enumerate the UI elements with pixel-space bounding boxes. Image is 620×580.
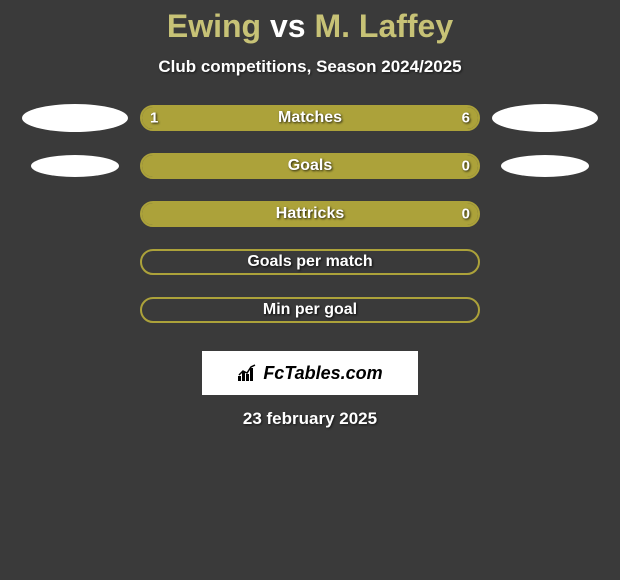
stats-card: Ewing vs M. Laffey Club competitions, Se…	[0, 0, 620, 429]
right-badge-slot	[480, 155, 610, 177]
logo: FcTables.com	[237, 363, 382, 384]
stat-row: Min per goal	[0, 297, 620, 323]
stat-row: Goals 0	[0, 153, 620, 179]
logo-text: FcTables.com	[263, 363, 382, 384]
stat-label: Goals	[288, 157, 332, 175]
stat-bar: Matches 1 6	[140, 105, 480, 131]
stat-label: Min per goal	[263, 301, 357, 319]
left-badge-slot	[10, 104, 140, 132]
subtitle: Club competitions, Season 2024/2025	[0, 57, 620, 77]
stat-bar: Goals per match	[140, 249, 480, 275]
stat-value-left: 1	[150, 110, 158, 127]
stat-row: Matches 1 6	[0, 105, 620, 131]
stat-rows: Matches 1 6 Goals 0 Hattricks 0 Goals per match…	[0, 105, 620, 323]
stat-bar: Hattricks 0	[140, 201, 480, 227]
team-badge-placeholder	[492, 104, 598, 132]
stat-label: Hattricks	[276, 205, 344, 223]
team-badge-placeholder	[501, 155, 589, 177]
player1-name: Ewing	[167, 8, 261, 44]
player2-name: M. Laffey	[314, 8, 453, 44]
chart-icon	[237, 364, 259, 382]
stat-label: Goals per match	[247, 253, 372, 271]
stat-value-right: 6	[462, 110, 470, 127]
stat-value-right: 0	[462, 206, 470, 223]
right-badge-slot	[480, 104, 610, 132]
team-badge-placeholder	[31, 155, 119, 177]
stat-bar: Min per goal	[140, 297, 480, 323]
stat-row: Hattricks 0	[0, 201, 620, 227]
logo-box[interactable]: FcTables.com	[202, 351, 418, 395]
title: Ewing vs M. Laffey	[0, 8, 620, 45]
stat-bar: Goals 0	[140, 153, 480, 179]
vs-text: vs	[270, 8, 306, 44]
date: 23 february 2025	[0, 409, 620, 429]
stat-row: Goals per match	[0, 249, 620, 275]
left-badge-slot	[10, 155, 140, 177]
stat-value-right: 0	[462, 158, 470, 175]
stat-label: Matches	[278, 109, 342, 127]
team-badge-placeholder	[22, 104, 128, 132]
